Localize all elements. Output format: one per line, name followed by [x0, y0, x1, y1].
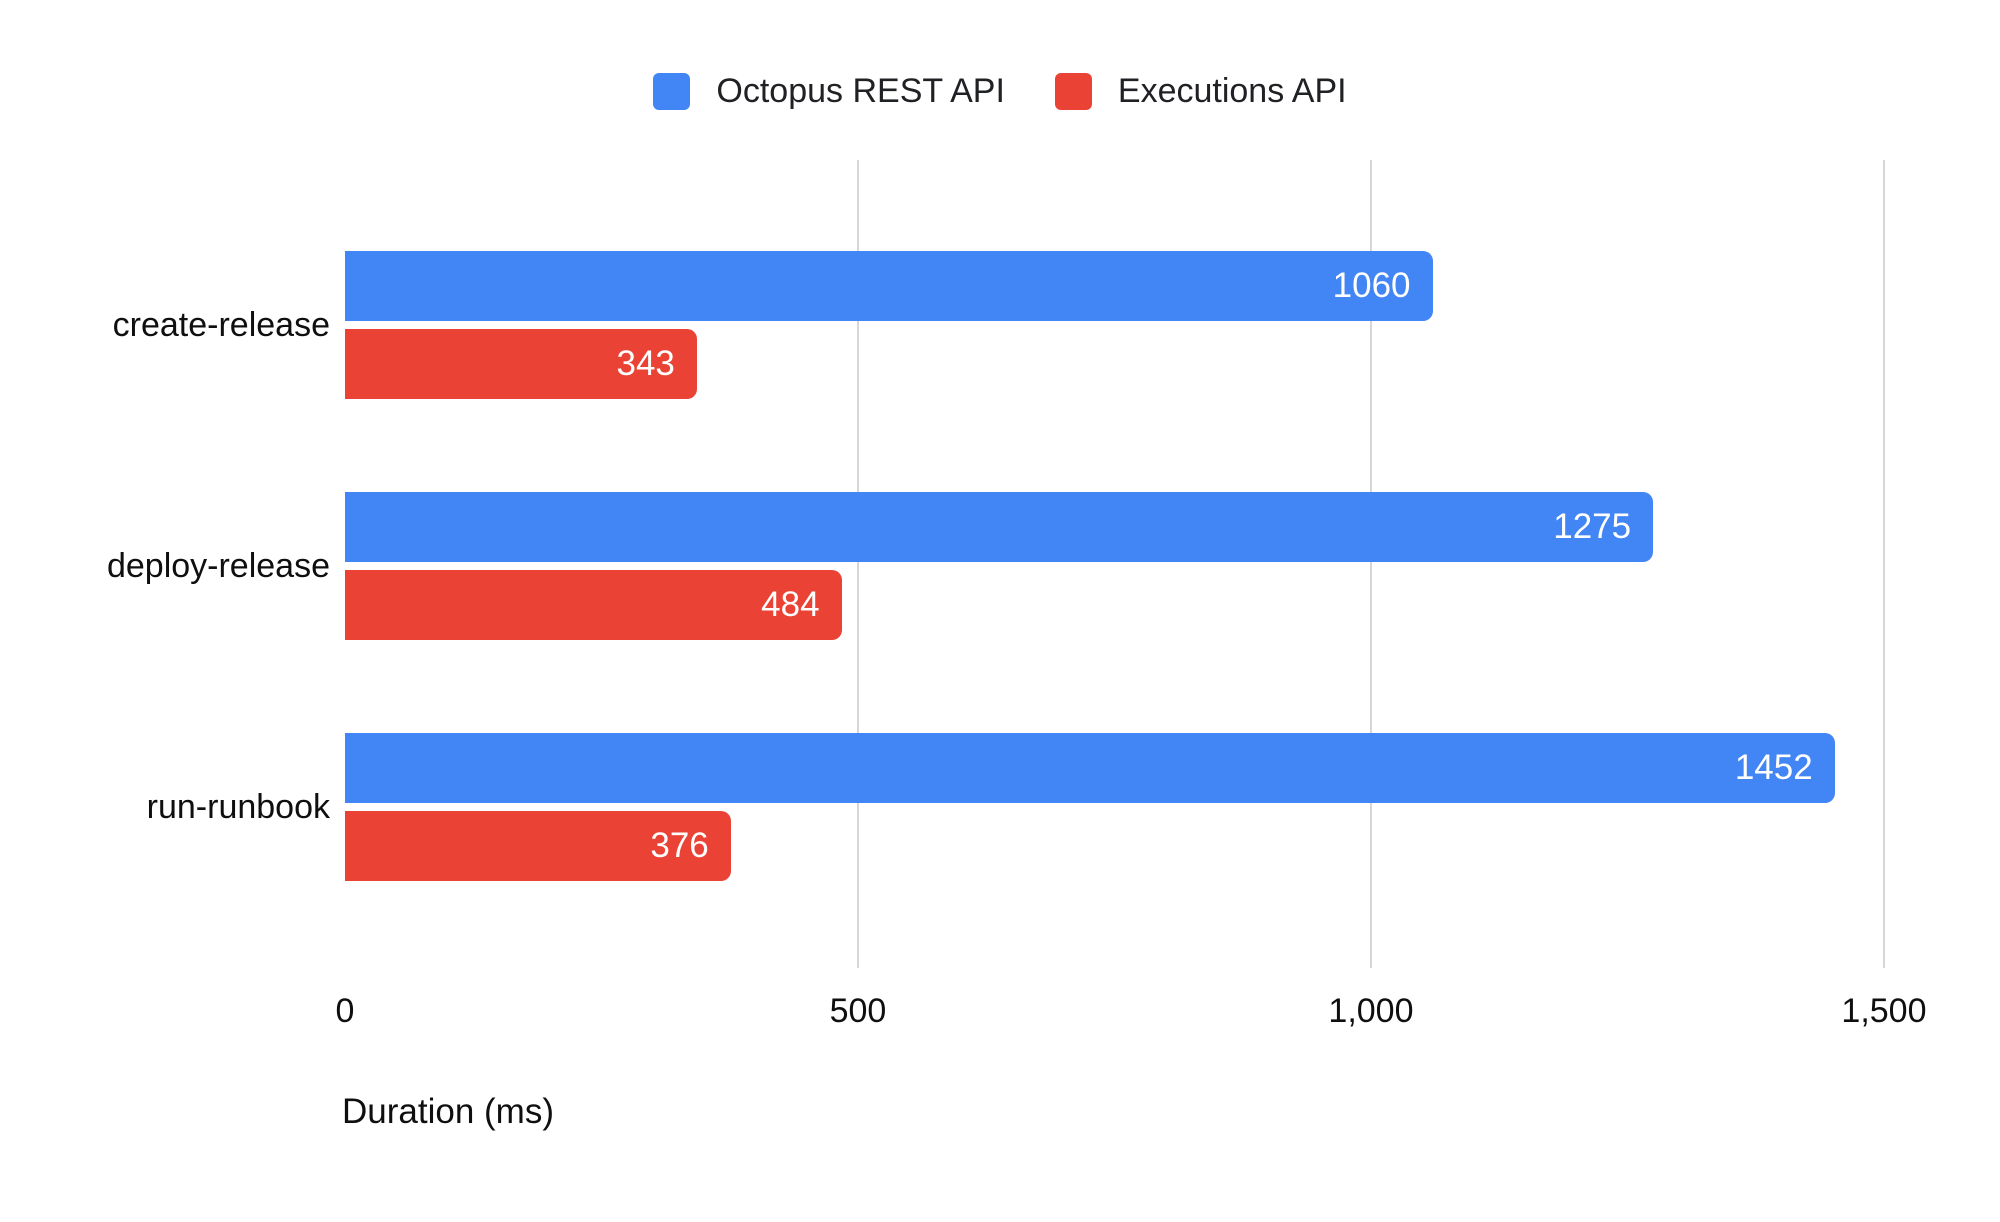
- chart-legend: Octopus REST API Executions API: [0, 72, 2000, 111]
- bar-value-label: 1060: [1332, 266, 1411, 305]
- legend-swatch-octopus-rest-api: [653, 73, 691, 110]
- legend-swatch-executions-api: [1054, 73, 1092, 110]
- bar-value-label: 484: [761, 585, 820, 624]
- x-tick-label-1-000: 1,000: [1328, 992, 1414, 1030]
- gridline-1-000: [1369, 160, 1372, 968]
- gridline-1-500: [1882, 160, 1885, 968]
- category-label-create-release: create-release: [112, 306, 330, 344]
- bar-executions-api-deploy-release[interactable]: 484: [345, 570, 842, 640]
- plot-area: 1060 1275 1452 343 484 376: [345, 160, 1925, 968]
- x-axis-title: Duration (ms): [342, 1092, 554, 1131]
- gridline-500: [856, 160, 859, 968]
- legend-item-octopus-rest-api[interactable]: Octopus REST API: [653, 72, 1005, 111]
- legend-item-executions-api[interactable]: Executions API: [1054, 72, 1347, 111]
- legend-label: Executions API: [1117, 72, 1347, 110]
- legend-label: Octopus REST API: [716, 72, 1005, 110]
- bar-octopus-rest-api-run-runbook[interactable]: 1452: [345, 733, 1835, 803]
- bar-executions-api-run-runbook[interactable]: 376: [345, 811, 731, 881]
- bar-octopus-rest-api-create-release[interactable]: 1060: [345, 251, 1433, 321]
- bar-value-label: 376: [650, 826, 709, 865]
- x-tick-label-500: 500: [829, 992, 887, 1030]
- bar-value-label: 343: [616, 344, 675, 383]
- x-tick-label-0: 0: [335, 992, 355, 1030]
- category-label-deploy-release: deploy-release: [106, 547, 330, 585]
- bar-value-label: 1275: [1553, 507, 1632, 546]
- bar-value-label: 1452: [1734, 748, 1813, 787]
- bar-executions-api-create-release[interactable]: 343: [345, 329, 697, 399]
- x-tick-label-1-500: 1,500: [1841, 992, 1927, 1030]
- category-label-run-runbook: run-runbook: [146, 788, 330, 826]
- bar-octopus-rest-api-deploy-release[interactable]: 1275: [345, 492, 1654, 562]
